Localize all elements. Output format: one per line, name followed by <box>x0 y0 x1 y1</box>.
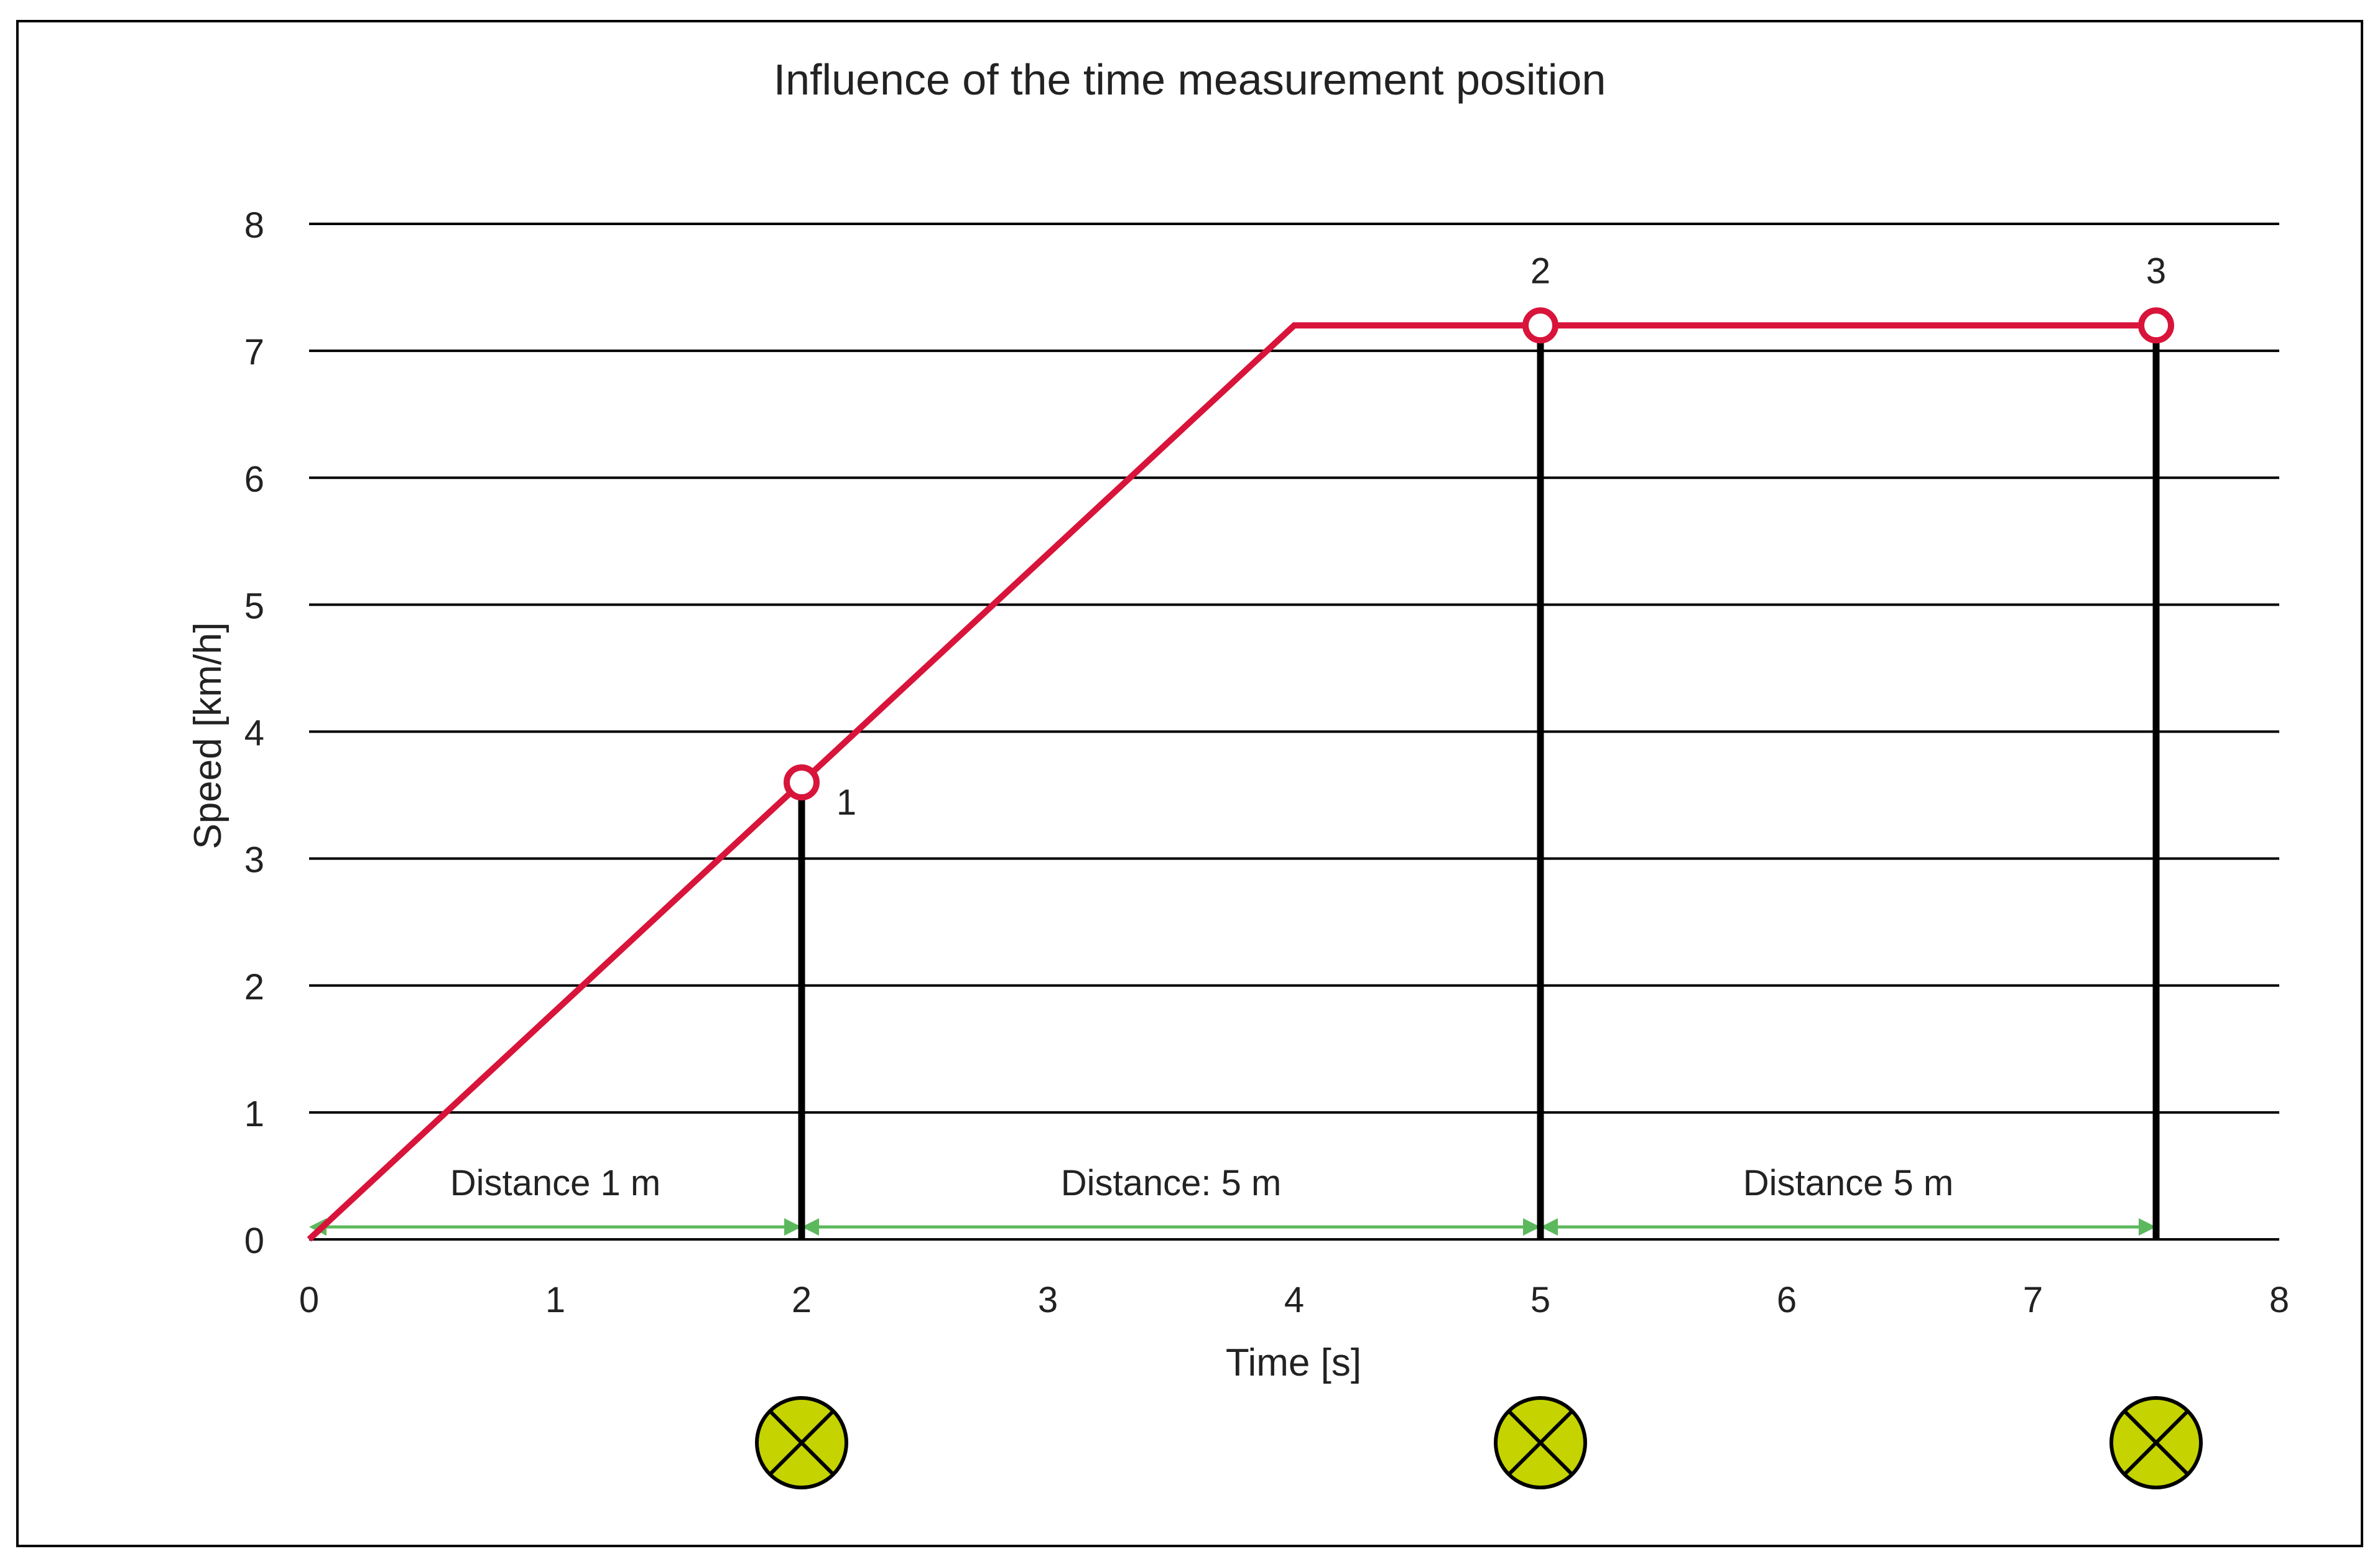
x-tick-label: 7 <box>2023 1280 2043 1320</box>
x-tick-label: 8 <box>2269 1280 2289 1320</box>
y-tick-label: 6 <box>244 459 264 499</box>
sensor-icon <box>1494 1396 1587 1489</box>
sensor-cross-line <box>768 1409 835 1476</box>
distance-label: Distance: 5 m <box>1061 1163 1282 1203</box>
x-tick-label: 1 <box>545 1280 565 1320</box>
distance-arrow-layer: Distance 1 m Distance: 5 m Distance 5 m <box>309 1163 2156 1236</box>
x-tick-label: 6 <box>1777 1280 1797 1320</box>
y-axis-label: Speed [km/h] <box>187 622 229 849</box>
distance-arrow-head-right <box>1523 1218 1540 1236</box>
marker-layer: 1 2 3 <box>784 251 2174 823</box>
measurement-marker-2 <box>1522 307 1558 344</box>
x-axis-label: Time [s] <box>1226 1341 1361 1384</box>
measurement-marker-label: 1 <box>836 782 856 823</box>
distance-arrow-head-left <box>802 1218 819 1236</box>
sensor-icon <box>755 1396 848 1489</box>
chart-border <box>16 20 2363 1547</box>
sensor-icon <box>2109 1396 2203 1489</box>
sensor-cross-line <box>2123 1409 2190 1476</box>
speed-line <box>307 322 2156 1242</box>
distance-label: Distance 1 m <box>450 1163 660 1203</box>
tick-label-layer: 0 1 2 3 4 5 6 7 8 0 1 2 3 4 5 6 7 8 <box>244 205 2289 1320</box>
distance-arrow-head-left <box>1540 1218 1558 1236</box>
y-tick-label: 4 <box>244 713 264 754</box>
x-tick-label: 0 <box>299 1280 319 1320</box>
sensor-layer <box>755 1396 2203 1489</box>
y-tick-label: 0 <box>244 1221 264 1261</box>
measurement-marker-label: 2 <box>1530 251 1550 291</box>
distance-label: Distance 5 m <box>1743 1163 1953 1203</box>
distance-arrow-2: Distance: 5 m <box>802 1163 1540 1236</box>
measurement-marker-3 <box>2138 307 2174 344</box>
distance-arrow-head-right <box>2139 1218 2156 1236</box>
y-tick-label: 3 <box>244 840 264 881</box>
measurement-marker-label: 3 <box>2146 251 2166 291</box>
y-tick-label: 1 <box>244 1094 264 1134</box>
y-tick-label: 2 <box>244 967 264 1007</box>
measurement-stem-layer <box>798 325 2160 1239</box>
distance-arrow-3: Distance 5 m <box>1540 1163 2156 1236</box>
sensor-cross-line <box>1507 1409 1574 1476</box>
y-tick-label: 5 <box>244 586 264 626</box>
distance-arrow-1: Distance 1 m <box>309 1163 802 1236</box>
series-layer <box>307 322 2156 1242</box>
x-tick-label: 3 <box>1038 1280 1058 1320</box>
distance-arrow-head-right <box>784 1218 802 1236</box>
x-tick-label: 4 <box>1284 1280 1304 1320</box>
grid-layer <box>309 223 2279 1241</box>
y-tick-label: 7 <box>244 332 264 372</box>
x-tick-label: 5 <box>1530 1280 1550 1320</box>
y-tick-label: 8 <box>244 205 264 246</box>
x-tick-label: 2 <box>792 1280 812 1320</box>
chart-title: Influence of the time measurement positi… <box>774 55 1606 104</box>
measurement-marker-1 <box>784 764 820 801</box>
